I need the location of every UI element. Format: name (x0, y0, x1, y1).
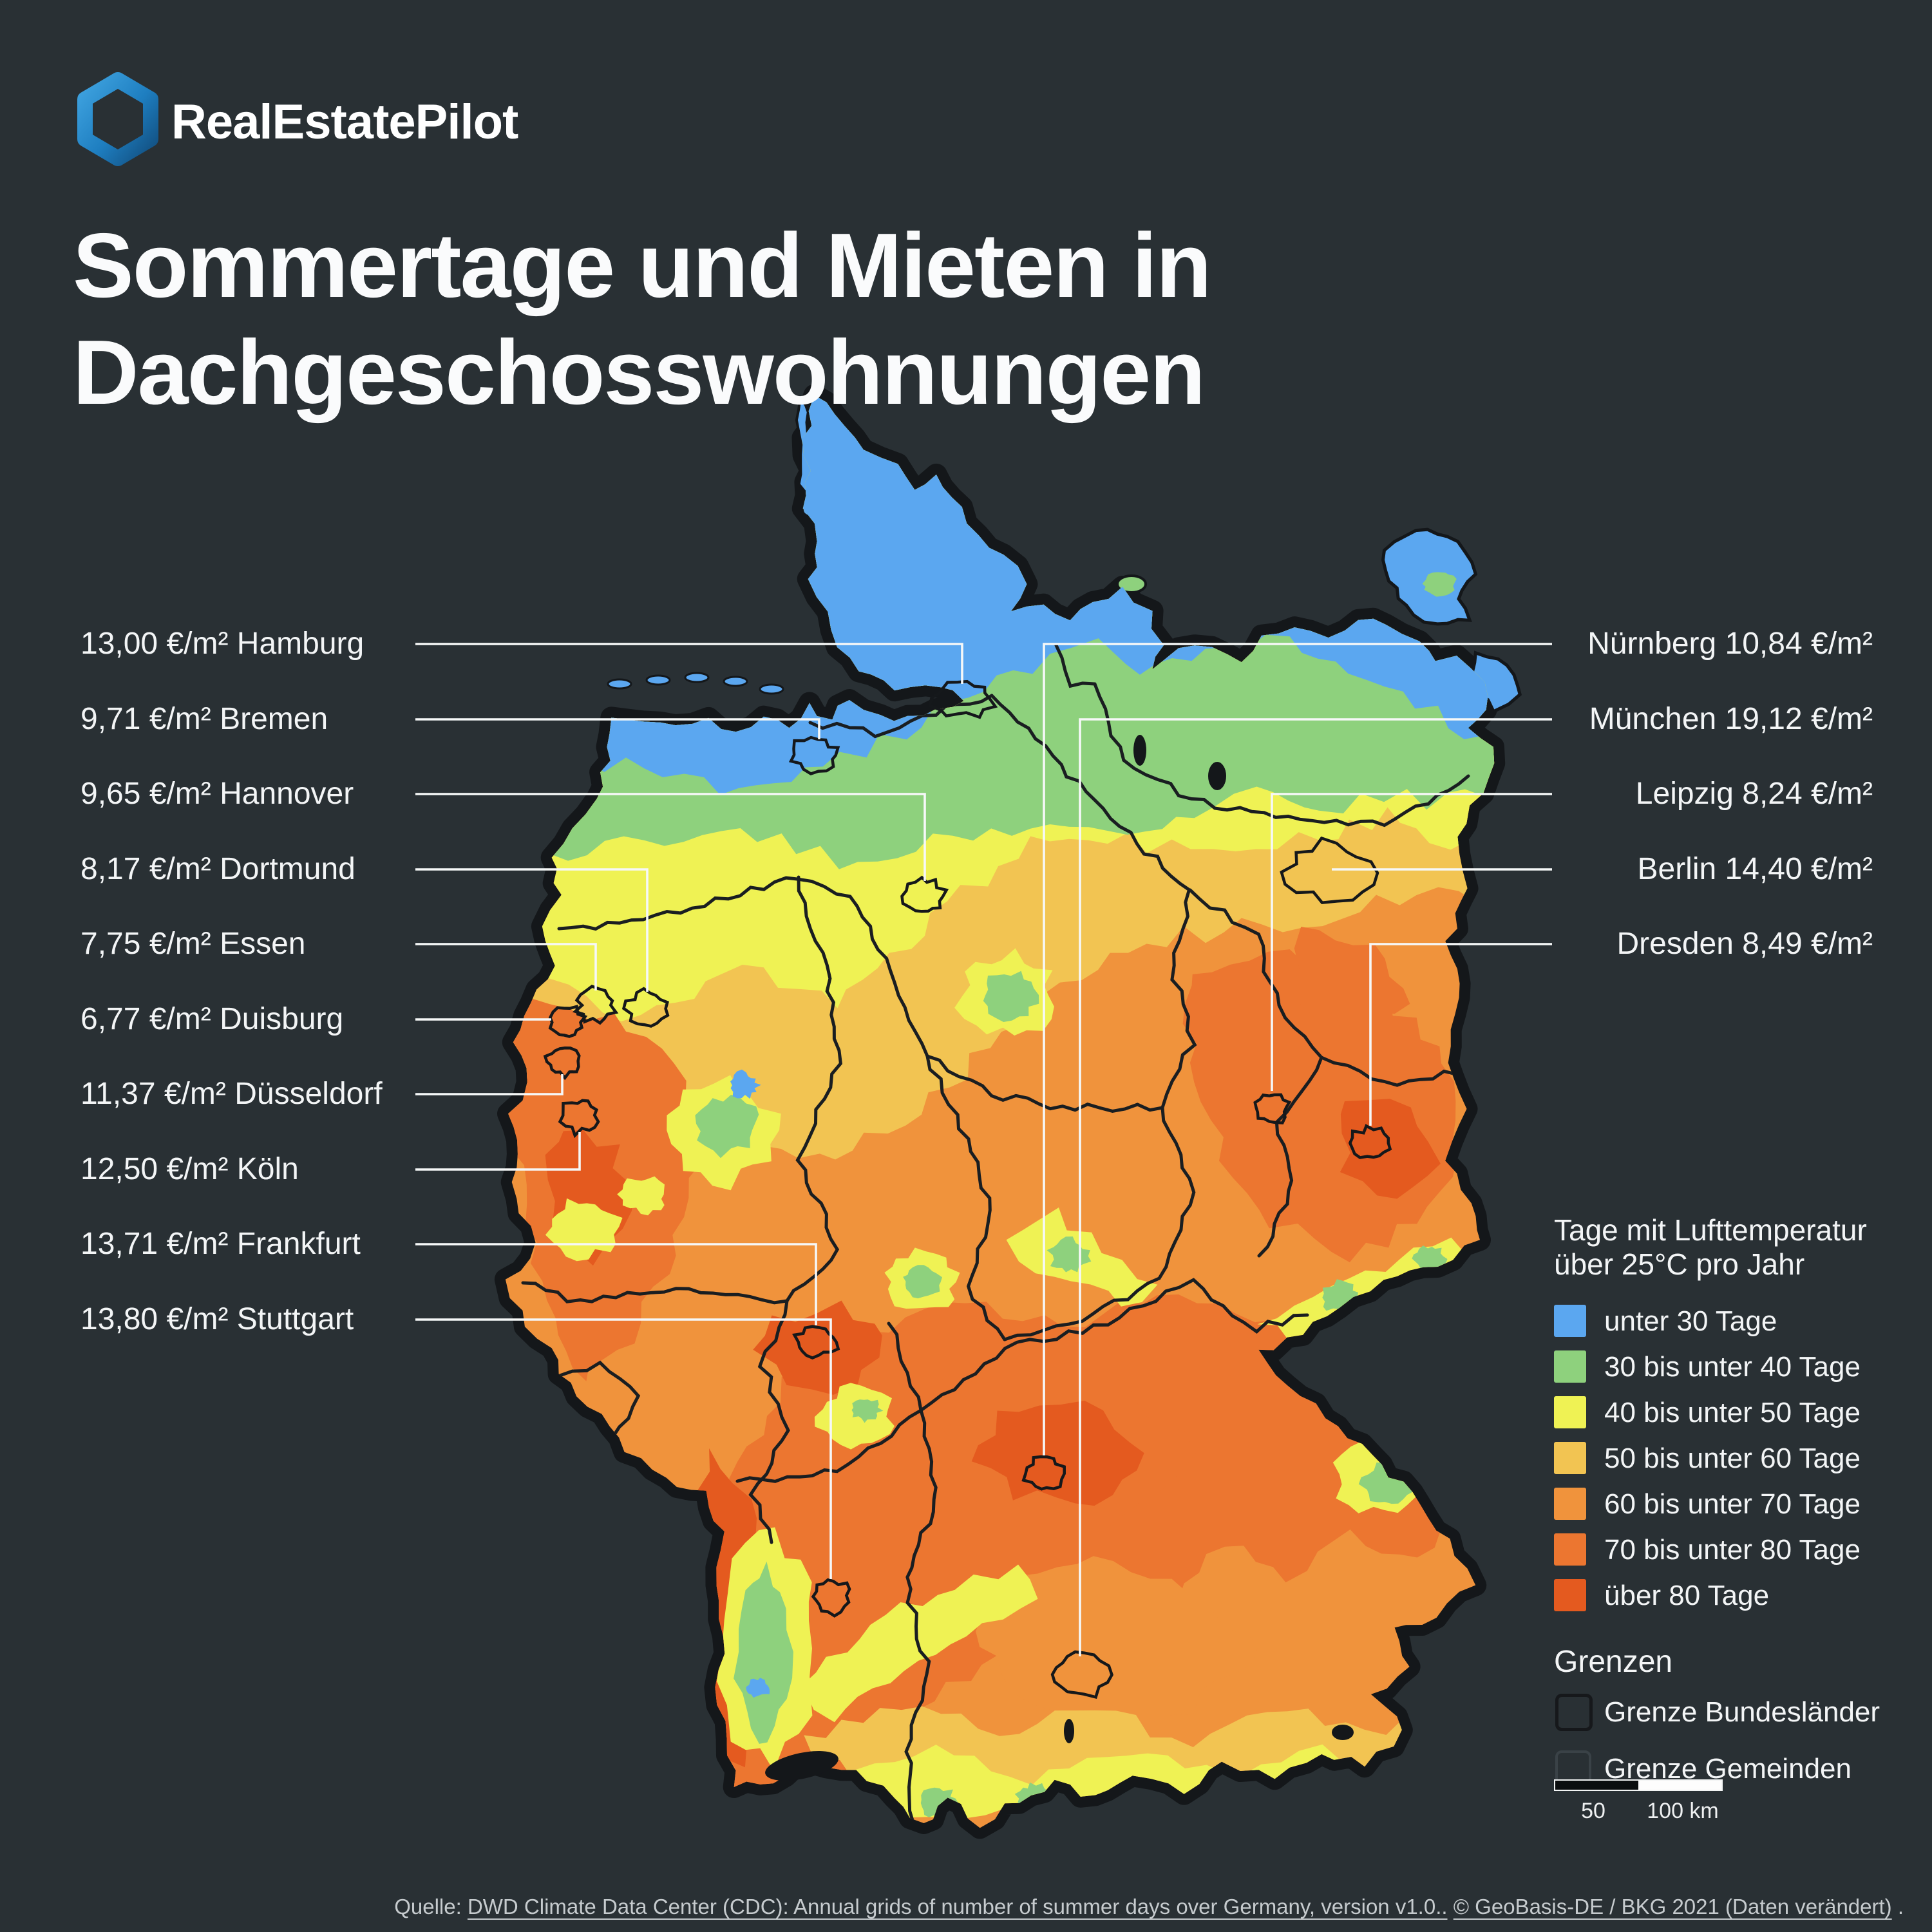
legend-label: 60 bis unter 70 Tage (1604, 1488, 1861, 1520)
city-label-hamburg: 13,00 €/m² Hamburg (80, 627, 365, 661)
grenzen-row-bundeslaender: Grenze Bundesländer (1554, 1689, 1915, 1736)
legend-row: 30 bis unter 40 Tage (1554, 1344, 1915, 1390)
leader-dortmund (415, 868, 649, 992)
legend-title-line-1: Tage mit Lufttemperatur (1554, 1213, 1867, 1247)
city-label-leipzig: Leipzig 8,24 €/m² (1635, 777, 1873, 811)
legend-title-line-2: über 25°C pro Jahr (1554, 1247, 1805, 1281)
legend-row: unter 30 Tage (1554, 1298, 1915, 1344)
map-legend: Tage mit Lufttemperatur über 25°C pro Ja… (1554, 1213, 1915, 1793)
source-separator (1448, 1895, 1454, 1918)
source-link-geobasis[interactable]: © GeoBasis-DE / BKG 2021 (Daten veränder… (1453, 1895, 1892, 1918)
city-label-nuernberg: Nürnberg 10,84 €/m² (1587, 627, 1873, 661)
legend-row: 40 bis unter 50 Tage (1554, 1390, 1915, 1435)
city-outline-bremen (788, 735, 840, 775)
leader-stuttgart (415, 1318, 832, 1579)
scale-segment-0-50 (1554, 1779, 1638, 1791)
source-suffix: . (1891, 1895, 1904, 1918)
page-title: Sommertage und Mieten in Dachgeschosswoh… (73, 213, 1212, 426)
city-outline-muenchen (1050, 1650, 1113, 1700)
city-label-bremen: 9,71 €/m² Bremen (80, 702, 328, 736)
source-link-dwd[interactable]: DWD Climate Data Center (CDC): Annual gr… (467, 1895, 1448, 1918)
scale-segment-50-100 (1638, 1779, 1723, 1791)
leader-frankfurt (415, 1243, 817, 1325)
grenzen-heading: Grenzen (1554, 1645, 1673, 1679)
city-label-hannover: 9,65 €/m² Hannover (80, 777, 354, 811)
city-label-duesseldorf: 11,37 €/m² Düsseldorf (80, 1077, 383, 1111)
city-outline-frankfurt (791, 1325, 840, 1360)
leader-hannover (415, 793, 926, 881)
city-outline-koeln (558, 1099, 600, 1139)
title-line-2: Dachgeschosswohnungen (73, 321, 1206, 424)
legend-swatch-unter-30-icon (1554, 1305, 1586, 1337)
city-outline-berlin (1280, 836, 1379, 905)
leader-essen (415, 943, 597, 990)
title-line-1: Sommertage und Mieten in (73, 214, 1212, 317)
legend-row: 50 bis unter 60 Tage (1554, 1435, 1915, 1481)
leader-bremen (415, 718, 820, 739)
legend-row: 70 bis unter 80 Tage (1554, 1527, 1915, 1573)
legend-swatch-ueber-80-icon (1554, 1579, 1586, 1611)
city-outline-dresden (1348, 1124, 1392, 1159)
city-label-stuttgart: 13,80 €/m² Stuttgart (80, 1302, 354, 1336)
leader-leipzig (1271, 793, 1552, 1091)
city-label-dresden: Dresden 8,49 €/m² (1616, 927, 1873, 961)
leader-koeln (415, 1132, 581, 1171)
city-outline-hamburg (928, 679, 998, 719)
leader-nuernberg (1043, 643, 1552, 1455)
city-outline-hannover (900, 875, 949, 913)
legend-label: unter 30 Tage (1604, 1305, 1777, 1337)
legend-swatch-50-60-icon (1554, 1442, 1586, 1474)
city-outline-stuttgart (811, 1578, 851, 1618)
legend-label: 70 bis unter 80 Tage (1604, 1534, 1861, 1566)
legend-swatch-60-70-icon (1554, 1488, 1586, 1520)
legend-row: über 80 Tage (1554, 1573, 1915, 1618)
leader-muenchen (1079, 718, 1552, 1656)
source-prefix: Quelle: (394, 1895, 468, 1918)
city-outline-nuernberg (1021, 1455, 1066, 1491)
hexagon-logo-icon (77, 72, 158, 166)
legend-row: 60 bis unter 70 Tage (1554, 1481, 1915, 1527)
legend-swatch-70-80-icon (1554, 1533, 1586, 1566)
grenzen-label: Grenze Bundesländer (1604, 1696, 1880, 1728)
city-label-dortmund: 8,17 €/m² Dortmund (80, 852, 355, 886)
city-label-berlin: Berlin 14,40 €/m² (1637, 852, 1873, 886)
city-outline-essen (572, 984, 619, 1025)
grenzen-row-gemeinden: Grenze Gemeinden (1554, 1745, 1915, 1793)
source-line: Quelle: DWD Climate Data Center (CDC): A… (394, 1895, 1904, 1919)
leader-hamburg (415, 643, 963, 684)
grenzen-label: Grenze Gemeinden (1604, 1753, 1852, 1785)
scale-label-100: 100 km (1647, 1799, 1719, 1823)
city-label-muenchen: München 19,12 €/m² (1589, 702, 1873, 736)
city-label-koeln: 12,50 €/m² Köln (80, 1152, 299, 1186)
brand-header: RealEstatePilot (70, 72, 971, 166)
bundeslaender-border-swatch-icon (1555, 1694, 1593, 1731)
city-outline-leipzig (1253, 1093, 1292, 1125)
city-outline-duisburg (548, 1005, 588, 1038)
city-outline-duesseldorf (543, 1046, 581, 1081)
brand-name: RealEstatePilot (171, 95, 518, 149)
city-label-frankfurt: 13,71 €/m² Frankfurt (80, 1227, 361, 1261)
legend-swatch-40-50-icon (1554, 1396, 1586, 1428)
leader-duesseldorf (415, 1074, 564, 1095)
legend-label: über 80 Tage (1604, 1580, 1770, 1611)
legend-label: 30 bis unter 40 Tage (1604, 1351, 1861, 1383)
city-outline-dortmund (621, 987, 670, 1028)
legend-label: 40 bis unter 50 Tage (1604, 1397, 1861, 1428)
legend-items: unter 30 Tage 30 bis unter 40 Tage 40 bi… (1554, 1298, 1915, 1618)
city-label-duisburg: 6,77 €/m² Duisburg (80, 1002, 344, 1036)
city-label-essen: 7,75 €/m² Essen (80, 927, 306, 961)
leader-dresden (1369, 943, 1552, 1126)
scale-label-50: 50 (1581, 1799, 1605, 1823)
legend-swatch-30-40-icon (1554, 1350, 1586, 1383)
legend-label: 50 bis unter 60 Tage (1604, 1443, 1861, 1474)
map-scale-bar (1554, 1779, 1723, 1791)
